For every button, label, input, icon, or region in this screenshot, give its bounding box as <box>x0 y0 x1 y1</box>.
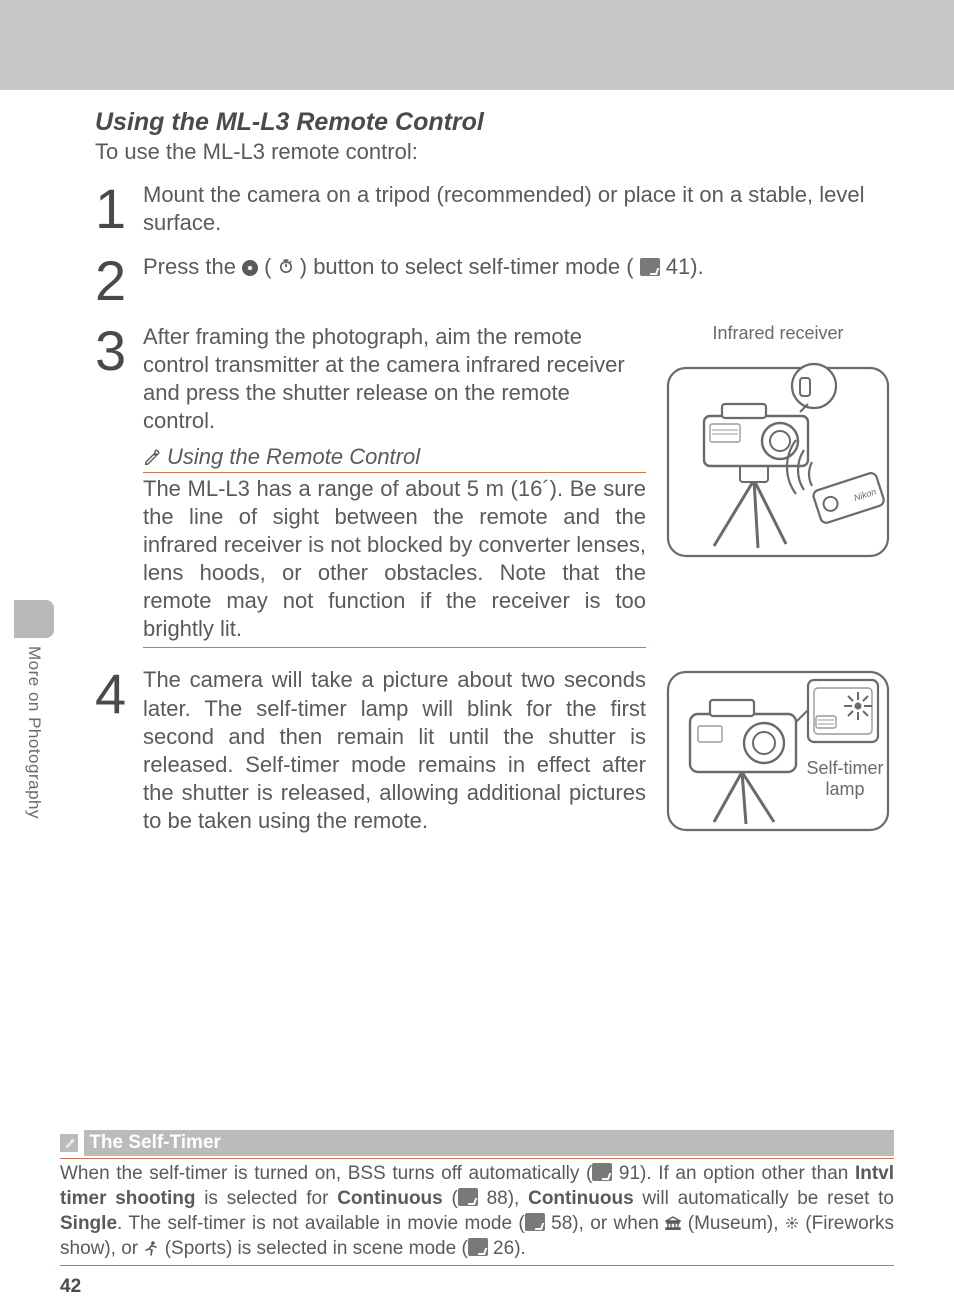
pencil-icon <box>143 448 161 466</box>
page-ref-icon <box>525 1213 545 1231</box>
section-subtitle: To use the ML-L3 remote control: <box>95 139 894 165</box>
fn-bold4: Single <box>60 1213 117 1234</box>
footnote-title-row: The Self-Timer <box>60 1130 894 1159</box>
fn-b8: 58), or when <box>545 1213 666 1234</box>
side-tab-text: More on Photography <box>24 646 44 819</box>
page-content: Using the ML-L3 Remote Control To use th… <box>0 90 954 878</box>
footnote: The Self-Timer When the self-timer is tu… <box>60 1130 894 1266</box>
sports-icon <box>143 1238 159 1259</box>
fn-bold3: Continuous <box>528 1188 634 1209</box>
step-4-number: 4 <box>95 666 135 835</box>
note-title: Using the Remote Control <box>167 444 420 470</box>
step-1-number: 1 <box>95 181 135 233</box>
fn-b6: will automatically be reset to <box>634 1188 894 1209</box>
fn-b4: ( <box>443 1188 458 1209</box>
footnote-title: The Self-Timer <box>84 1130 894 1156</box>
side-tab-cap <box>14 600 54 638</box>
note-body: The ML-L3 has a range of about 5 m (16´)… <box>143 473 646 649</box>
step-2-text-b: ( <box>264 254 271 279</box>
header-bar <box>0 0 954 90</box>
fn-b5: 88), <box>478 1188 528 1209</box>
page-ref-icon <box>458 1188 478 1206</box>
page-ref-icon <box>640 258 660 276</box>
page-number: 42 <box>60 1276 81 1298</box>
step-1: 1 Mount the camera on a tripod (recommen… <box>95 181 894 237</box>
step-4-row: 4 The camera will take a picture about t… <box>95 666 894 878</box>
page-ref-icon <box>592 1163 612 1181</box>
figure-lamp-label-1: Self-timer <box>800 758 890 779</box>
figure-lamp-label-2: lamp <box>800 779 890 800</box>
step-2: 2 Press the ( ) button to select self-ti… <box>95 253 894 305</box>
step-3-number: 3 <box>95 323 135 649</box>
museum-icon <box>665 1213 681 1234</box>
fn-b1: When the self-timer is turned on, BSS tu… <box>60 1163 592 1184</box>
self-timer-glyph-icon <box>278 253 294 281</box>
figure-selftimer-lamp: Self-timer lamp <box>662 666 894 878</box>
pencil-icon <box>60 1134 78 1152</box>
footnote-body: When the self-timer is turned on, BSS tu… <box>60 1159 894 1266</box>
fn-b9: (Museum), <box>681 1213 785 1234</box>
step-2-number: 2 <box>95 253 135 305</box>
fn-b12: 26). <box>488 1238 526 1259</box>
step-4-body: The camera will take a picture about two… <box>143 666 646 835</box>
step-2-text-c: ) button to select self-timer mode ( <box>300 254 634 279</box>
step-2-text-a: Press the <box>143 254 242 279</box>
step-2-text-d: 41). <box>666 254 704 279</box>
fn-bold2: Continuous <box>337 1188 443 1209</box>
side-tab: More on Photography <box>14 600 54 819</box>
fn-b7: . The self-timer is not available in mov… <box>117 1213 525 1234</box>
step-1-body: Mount the camera on a tripod (recommende… <box>143 181 894 237</box>
figure-infrared: Infrared receiver <box>662 323 894 562</box>
fn-b11: (Sports) is selected in scene mode ( <box>159 1238 467 1259</box>
fn-b2: 91). If an option other than <box>612 1163 855 1184</box>
page-ref-icon <box>468 1238 488 1256</box>
figure-infrared-label: Infrared receiver <box>662 323 894 344</box>
fn-button-icon <box>242 260 258 276</box>
step-3-row: 3 After framing the photograph, aim the … <box>95 323 894 649</box>
step-2-body: Press the ( ) button to select self-time… <box>143 253 894 281</box>
fireworks-icon <box>785 1213 799 1234</box>
section-title: Using the ML-L3 Remote Control <box>95 108 894 137</box>
fn-b3: is selected for <box>195 1188 337 1209</box>
step-3-body: After framing the photograph, aim the re… <box>143 323 646 436</box>
note-title-row: Using the Remote Control <box>143 444 646 473</box>
